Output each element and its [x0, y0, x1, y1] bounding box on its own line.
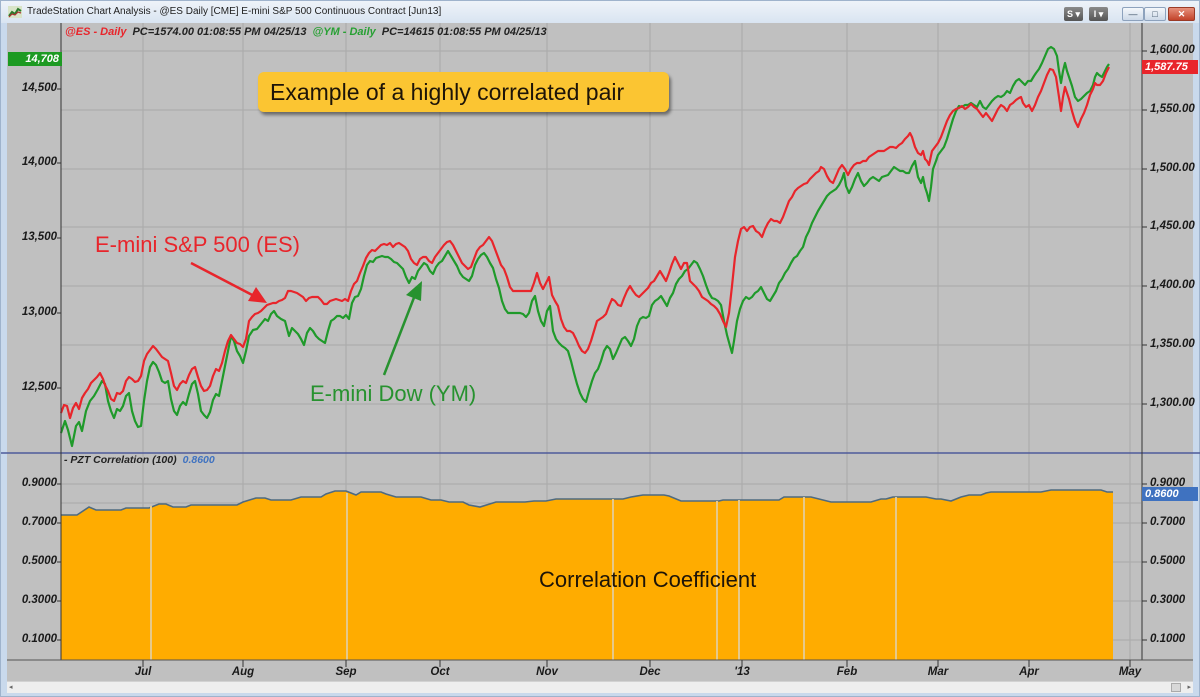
left-axis-label: 14,000 [21, 156, 57, 168]
ym-symbol-label[interactable]: @YM - Daily [312, 26, 376, 38]
ym-info: PC=14615 01:08:55 PM 04/25/13 [381, 26, 547, 38]
indicator-name: - PZT Correlation (100) [64, 454, 177, 466]
ym-price-line [59, 45, 1110, 448]
corr-right-axis-label: 0.3000 [1150, 594, 1186, 606]
tradestation-chart-icon [8, 6, 22, 18]
correlation-line [61, 489, 1113, 516]
time-axis-label: Apr [1019, 666, 1039, 678]
corr-left-axis-label: 0.9000 [21, 477, 57, 489]
time-axis-label: Jul [134, 666, 152, 678]
close-button[interactable]: ✕ [1168, 7, 1195, 21]
window-title: TradeStation Chart Analysis - @ES Daily … [27, 6, 442, 17]
maximize-button[interactable]: □ [1144, 7, 1166, 21]
insert-menu-button[interactable]: I ▾ [1089, 7, 1108, 21]
title-bar[interactable]: TradeStation Chart Analysis - @ES Daily … [1, 1, 1199, 23]
right-axis-label: 1,600.00 [1150, 44, 1195, 56]
corr-right-axis-label: 0.7000 [1150, 516, 1186, 528]
right-axis-label: 1,450.00 [1150, 220, 1195, 232]
es-last-price-badge: 1,587.75 [1142, 60, 1198, 74]
time-axis-label: Mar [927, 666, 949, 678]
indicator-title[interactable]: - PZT Correlation (100) 0.8600 [64, 454, 215, 466]
left-axis-ticks [57, 88, 61, 641]
scroll-right-icon[interactable]: ▸ [1187, 684, 1191, 691]
close-icon: ✕ [1177, 9, 1186, 19]
ym-last-price-badge: 14,708 [8, 52, 62, 66]
time-axis-label: Sep [335, 666, 357, 678]
corr-right-axis-label: 0.9000 [1150, 477, 1186, 489]
time-axis-label: Nov [536, 666, 558, 678]
minimize-button[interactable]: — [1122, 7, 1144, 21]
right-axis-ticks [1142, 50, 1147, 641]
symbol-menu-button[interactable]: S ▾ [1064, 7, 1083, 21]
corr-left-axis-label: 0.1000 [21, 633, 57, 645]
left-axis-label: 13,500 [21, 231, 57, 243]
es-symbol-label[interactable]: @ES - Daily [65, 26, 127, 38]
es-annotation-label: E-mini S&P 500 (ES) [95, 232, 301, 257]
left-axis-label: 13,000 [21, 306, 57, 318]
scroll-thumb[interactable] [1171, 683, 1181, 692]
time-axis-label: Aug [231, 666, 255, 678]
maximize-icon: □ [1152, 9, 1158, 19]
left-axis-label: 12,500 [21, 381, 57, 393]
session-breaks [150, 493, 897, 660]
scroll-left-icon[interactable]: ◂ [9, 684, 13, 691]
left-axis-label: 14,500 [21, 82, 57, 94]
right-axis-label: 1,500.00 [1150, 162, 1195, 174]
symbol-header: @ES - Daily PC=1574.00 01:08:55 PM 04/25/… [65, 26, 553, 38]
time-axis-label: May [1118, 666, 1142, 678]
callout-box: Example of a highly correlated pair [258, 72, 669, 112]
es-info: PC=1574.00 01:08:55 PM 04/25/13 [132, 26, 307, 38]
minimize-icon: — [1128, 9, 1138, 19]
time-axis-label: Feb [836, 666, 858, 678]
correlation-annotation-label: Correlation Coefficient [539, 567, 757, 592]
ym-annotation-label: E-mini Dow (YM) [310, 381, 477, 406]
time-axis-ticks [142, 660, 1131, 667]
horizontal-scrollbar[interactable]: ◂ ▸ [7, 681, 1193, 693]
corr-left-axis-label: 0.5000 [21, 555, 57, 567]
time-axis-label: '13 [734, 666, 750, 678]
ym-annotation-arrow [382, 281, 422, 376]
indicator-value: 0.8600 [182, 454, 215, 466]
corr-right-axis-label: 0.1000 [1150, 633, 1186, 645]
corr-left-axis-label: 0.3000 [21, 594, 57, 606]
es-annotation-arrow [190, 261, 267, 303]
es-price-line [59, 66, 1110, 420]
time-axis-label: Oct [430, 666, 450, 678]
price-gridlines [61, 50, 1141, 405]
time-axis-label: Dec [639, 666, 661, 678]
correlation-last-value-badge: 0.8600 [1142, 487, 1198, 501]
corr-right-axis-label: 0.5000 [1150, 555, 1186, 567]
corr-left-axis-label: 0.7000 [21, 516, 57, 528]
right-axis-label: 1,350.00 [1150, 338, 1195, 350]
right-axis-label: 1,400.00 [1150, 279, 1195, 291]
right-axis-label: 1,550.00 [1150, 103, 1195, 115]
correlation-area [61, 490, 1113, 660]
right-axis-label: 1,300.00 [1150, 397, 1195, 409]
insert-menu-label: I [1093, 9, 1097, 19]
symbol-menu-label: S [1066, 9, 1073, 19]
